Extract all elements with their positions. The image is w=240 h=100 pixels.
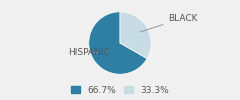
Text: BLACK: BLACK <box>140 14 198 32</box>
Wedge shape <box>120 12 151 58</box>
Wedge shape <box>89 12 147 74</box>
Text: HISPANIC: HISPANIC <box>69 48 110 57</box>
Legend: 66.7%, 33.3%: 66.7%, 33.3% <box>71 85 169 96</box>
